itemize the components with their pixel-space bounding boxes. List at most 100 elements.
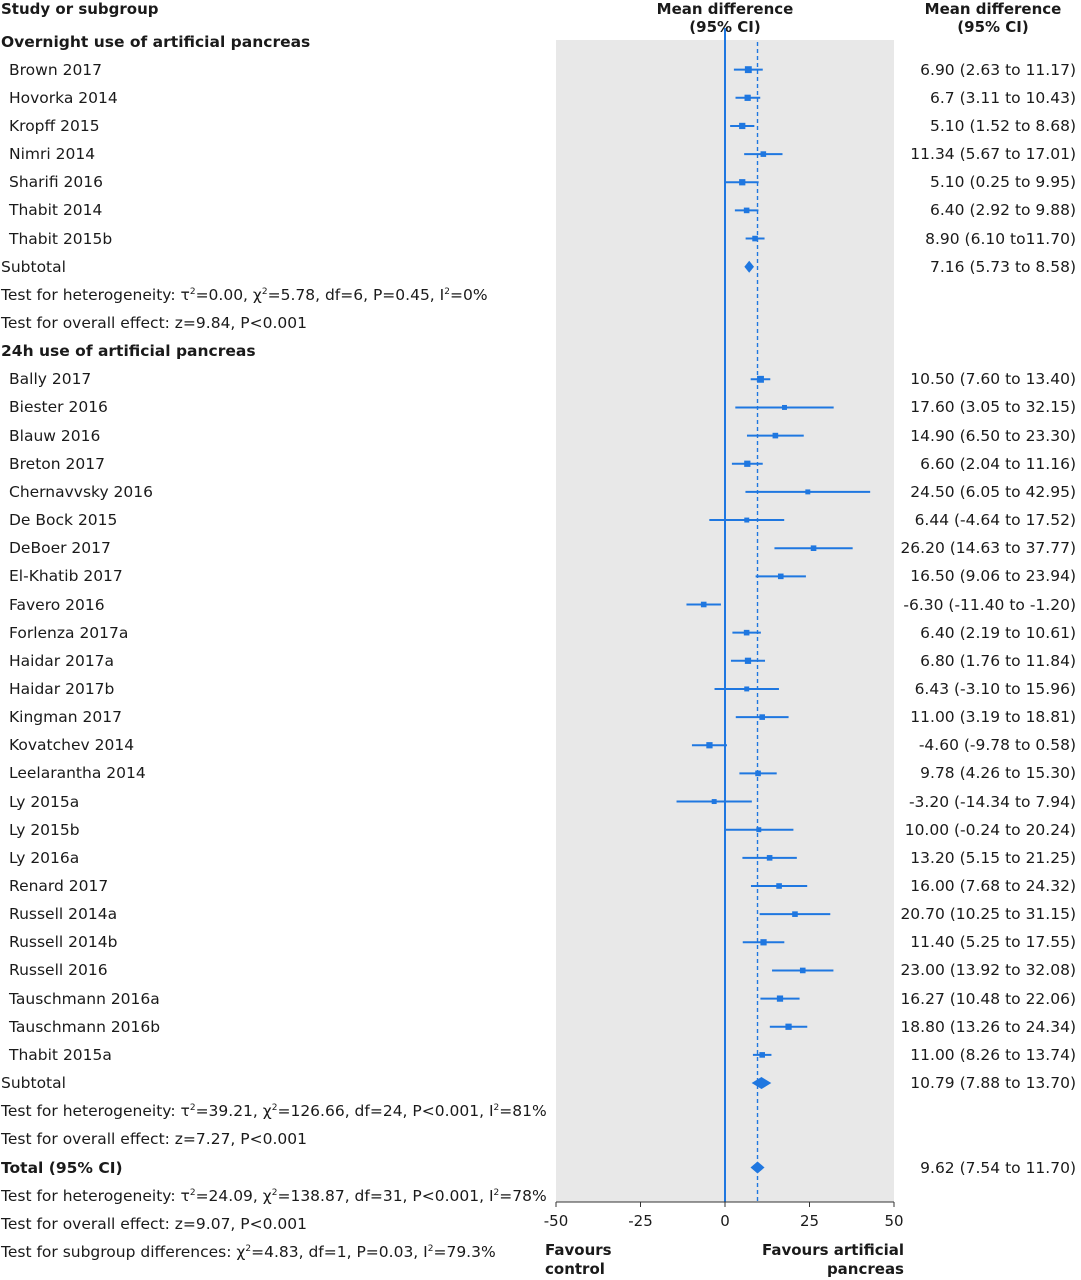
favours-control-line2: control xyxy=(545,1260,605,1278)
point-estimate-square xyxy=(739,122,746,130)
study-effect-value: 8.90 (6.10 to11.70) xyxy=(925,229,1076,248)
value-column-header-line1: Mean difference xyxy=(924,0,1062,18)
study-label: El-Khatib 2017 xyxy=(9,567,123,586)
study-label: Sharifi 2016 xyxy=(9,173,103,192)
favours-ap-label: Favours artificial pancreas xyxy=(704,1241,904,1279)
point-estimate-square xyxy=(776,995,784,1002)
point-estimate-square xyxy=(711,799,717,805)
study-effect-value: 18.80 (13.26 to 24.34) xyxy=(900,1017,1076,1036)
point-estimate-square xyxy=(759,714,765,720)
point-estimate-square xyxy=(776,883,782,889)
study-effect-value: 23.00 (13.92 to 32.08) xyxy=(900,961,1076,980)
total-effect-value: 9.62 (7.54 to 11.70) xyxy=(920,1158,1076,1177)
x-tick-label: 0 xyxy=(720,1212,730,1230)
study-label: Russell 2016 xyxy=(9,961,108,980)
study-label: Ly 2015a xyxy=(9,792,80,811)
study-label: Favero 2016 xyxy=(9,595,105,614)
study-label: Haidar 2017b xyxy=(9,679,115,698)
study-label: Kropff 2015 xyxy=(9,116,100,135)
statistics-note: Test for overall effect: z=9.84, P<0.001 xyxy=(1,314,307,332)
study-column-header: Study or subgroup xyxy=(1,0,159,18)
point-estimate-square xyxy=(739,179,746,186)
study-effect-value: -3.20 (-14.34 to 7.94) xyxy=(908,792,1076,811)
study-effect-value: 16.00 (7.68 to 24.32) xyxy=(910,877,1076,895)
study-label: Blauw 2016 xyxy=(9,426,101,445)
statistics-note: Test for overall effect: z=9.07, P<0.001 xyxy=(1,1214,307,1233)
plot-column-header: Mean difference (95% CI) xyxy=(625,0,825,36)
subtotal-label: Subtotal xyxy=(1,1074,66,1093)
study-label: Haidar 2017a xyxy=(9,651,115,670)
x-tick-label: 50 xyxy=(884,1212,903,1230)
point-estimate-square xyxy=(756,827,762,833)
study-label: Bally 2017 xyxy=(9,370,92,389)
point-estimate-square xyxy=(792,911,798,917)
point-estimate-square xyxy=(752,235,758,242)
x-tick-label: -50 xyxy=(544,1212,569,1230)
study-label: Renard 2017 xyxy=(9,877,109,895)
subtotal-diamond xyxy=(751,1077,772,1090)
point-estimate-square xyxy=(782,404,787,410)
x-tick-label: -25 xyxy=(628,1212,653,1230)
favours-ap-line1: Favours artificial xyxy=(761,1241,904,1259)
point-estimate-square xyxy=(777,573,784,580)
study-effect-value: 11.34 (5.67 to 17.01) xyxy=(910,145,1076,164)
study-label: Chernavvsky 2016 xyxy=(9,482,153,501)
study-label: Thabit 2015a xyxy=(9,1045,112,1064)
study-effect-value: 11.40 (5.25 to 17.55) xyxy=(910,933,1076,952)
study-effect-value: 6.40 (2.92 to 9.88) xyxy=(930,201,1076,220)
study-effect-value: 26.20 (14.63 to 37.77) xyxy=(900,539,1076,558)
subtotal-diamond xyxy=(744,260,755,273)
x-tick-label: 25 xyxy=(800,1212,819,1230)
statistics-note: Test for heterogeneity: τ2=39.21, χ2=126… xyxy=(1,1102,547,1121)
point-estimate-square xyxy=(744,66,752,74)
statistics-note: Test for overall effect: z=7.27, P<0.001 xyxy=(1,1130,307,1149)
point-estimate-square xyxy=(744,657,752,664)
point-estimate-square xyxy=(772,432,779,439)
study-label: Kovatchev 2014 xyxy=(9,736,135,755)
statistics-note: Test for heterogeneity: τ2=0.00, χ2=5.78… xyxy=(1,285,488,304)
study-effect-value: 5.10 (0.25 to 9.95) xyxy=(930,173,1076,192)
point-estimate-square xyxy=(805,489,811,495)
study-effect-value: 10.50 (7.60 to 13.40) xyxy=(910,370,1076,389)
value-column-header: Mean difference (95% CI) xyxy=(893,0,1081,36)
study-label: Hovorka 2014 xyxy=(9,88,118,107)
favours-control-line1: Favours xyxy=(545,1241,612,1259)
favours-control-label: Favours control xyxy=(545,1241,612,1279)
study-effect-value: 20.70 (10.25 to 31.15) xyxy=(900,905,1076,924)
study-effect-value: 6.60 (2.04 to 11.16) xyxy=(920,454,1076,473)
point-estimate-square xyxy=(760,939,767,946)
point-estimate-square xyxy=(757,375,764,383)
study-label: Forlenza 2017a xyxy=(9,623,129,642)
point-estimate-square xyxy=(759,1052,765,1058)
subgroup-heading: 24h use of artificial pancreas xyxy=(1,342,256,361)
study-label: Russell 2014a xyxy=(9,905,118,924)
point-estimate-square xyxy=(744,460,751,467)
value-column-header-line2: (95% CI) xyxy=(957,18,1029,36)
point-estimate-square xyxy=(760,151,767,157)
study-effect-value: 5.10 (1.52 to 8.68) xyxy=(930,116,1076,135)
total-diamond xyxy=(750,1161,765,1174)
study-label: Thabit 2015b xyxy=(9,229,113,248)
point-estimate-square xyxy=(799,967,806,974)
study-effect-value: 16.50 (9.06 to 23.94) xyxy=(910,567,1076,586)
point-estimate-square xyxy=(743,207,750,214)
point-estimate-square xyxy=(706,742,713,749)
point-estimate-square xyxy=(785,1023,792,1030)
study-label: Ly 2015b xyxy=(9,820,80,839)
subtotal-effect-value: 10.79 (7.88 to 13.70) xyxy=(910,1074,1076,1093)
study-effect-value: 6.44 (-4.64 to 17.52) xyxy=(914,511,1076,530)
study-label: Ly 2016a xyxy=(9,848,80,867)
study-effect-value: 6.7 (3.11 to 10.43) xyxy=(930,88,1076,107)
point-estimate-square xyxy=(744,94,751,101)
study-label: Biester 2016 xyxy=(9,398,108,417)
plot-column-header-line2: (95% CI) xyxy=(689,18,761,36)
study-label: Kingman 2017 xyxy=(9,708,122,727)
point-estimate-square xyxy=(810,545,817,551)
point-estimate-square xyxy=(700,601,707,608)
study-label: Brown 2017 xyxy=(9,60,103,79)
subgroup-heading: Overnight use of artificial pancreas xyxy=(1,32,311,51)
study-effect-value: 16.27 (10.48 to 22.06) xyxy=(900,989,1076,1008)
point-estimate-square xyxy=(755,770,761,777)
study-effect-value: 10.00 (-0.24 to 20.24) xyxy=(904,820,1076,839)
